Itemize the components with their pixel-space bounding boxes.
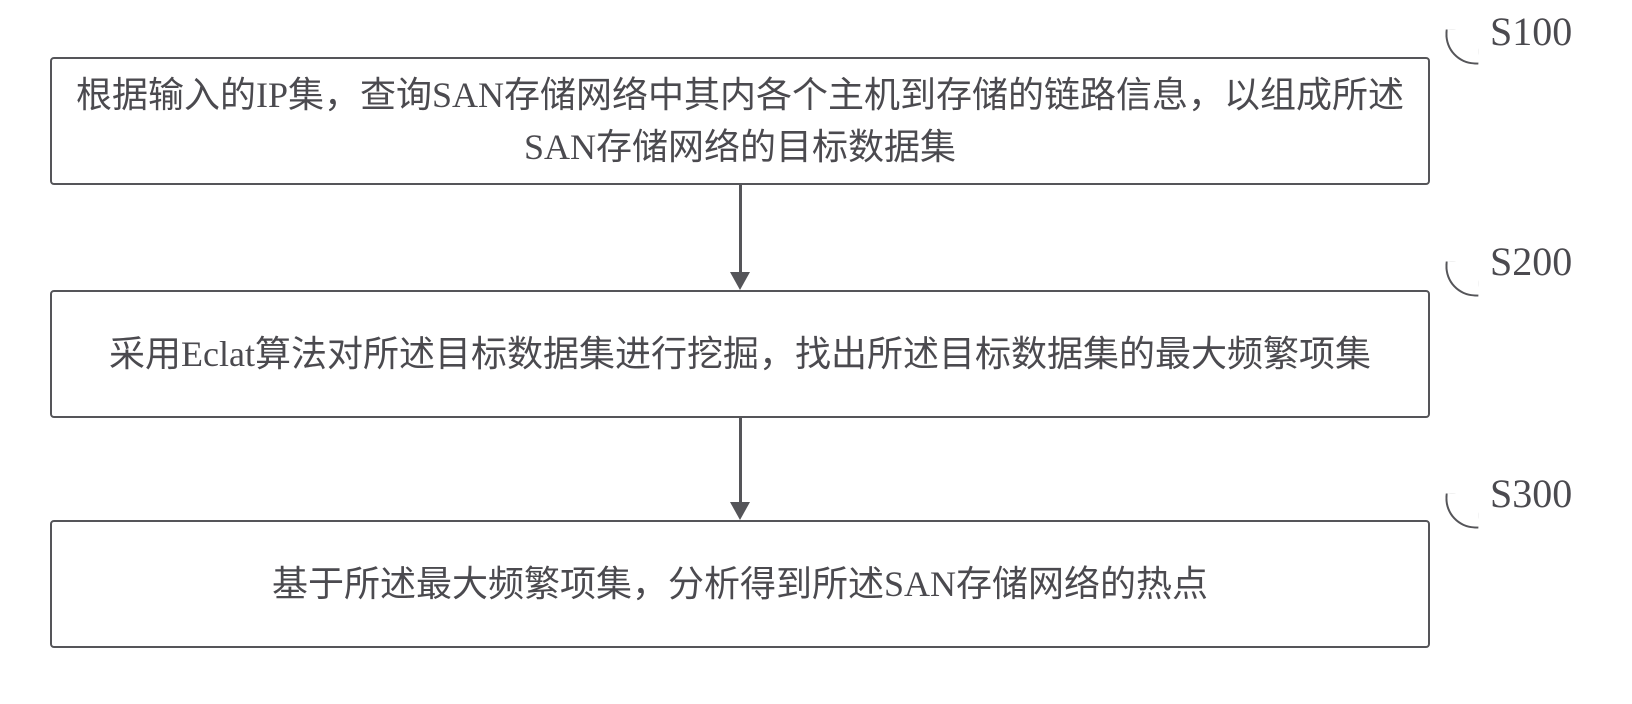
edge-s200-s300-head bbox=[730, 502, 750, 520]
node-label-s200: S200 bbox=[1490, 238, 1572, 285]
flowchart-node-s200: 采用Eclat算法对所述目标数据集进行挖掘，找出所述目标数据集的最大频繁项集 bbox=[50, 290, 1430, 418]
edge-s200-s300 bbox=[739, 418, 742, 502]
node-text: 基于所述最大频繁项集，分析得到所述SAN存储网络的热点 bbox=[72, 558, 1408, 610]
node-text: 根据输入的IP集，查询SAN存储网络中其内各个主机到存储的链路信息，以组成所述S… bbox=[72, 69, 1408, 173]
node-label-s100: S100 bbox=[1490, 8, 1572, 55]
node-label-s300: S300 bbox=[1490, 470, 1572, 517]
flowchart-canvas: 根据输入的IP集，查询SAN存储网络中其内各个主机到存储的链路信息，以组成所述S… bbox=[0, 0, 1632, 704]
label-connector bbox=[1444, 29, 1479, 64]
label-connector bbox=[1444, 493, 1479, 528]
edge-s100-s200-head bbox=[730, 272, 750, 290]
flowchart-node-s300: 基于所述最大频繁项集，分析得到所述SAN存储网络的热点 bbox=[50, 520, 1430, 648]
node-text: 采用Eclat算法对所述目标数据集进行挖掘，找出所述目标数据集的最大频繁项集 bbox=[72, 328, 1408, 380]
label-connector bbox=[1444, 261, 1479, 296]
flowchart-node-s100: 根据输入的IP集，查询SAN存储网络中其内各个主机到存储的链路信息，以组成所述S… bbox=[50, 57, 1430, 185]
edge-s100-s200 bbox=[739, 185, 742, 272]
